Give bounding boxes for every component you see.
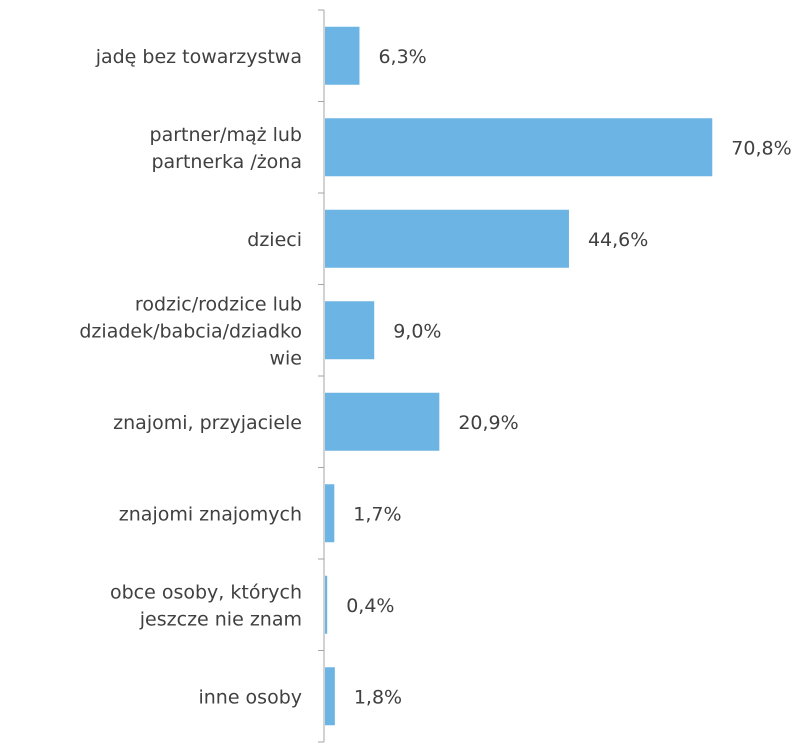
bar (325, 575, 328, 634)
data-label: 9,0% (393, 320, 441, 342)
labels-layer: 6,3% jadę bez towarzystwa 70,8% partner/mąż… (79, 46, 791, 709)
category-label-line: partner/mąż lub (150, 124, 302, 146)
data-label: 1,8% (354, 686, 402, 708)
data-label: 1,7% (353, 503, 401, 525)
bar (325, 392, 440, 451)
category-label-line: dzieci (247, 229, 302, 251)
category-label-line: znajomi, przyjaciele (113, 412, 302, 434)
category-label-line: znajomi znajomych (119, 503, 302, 525)
bar (325, 484, 335, 543)
bar (325, 301, 375, 360)
category-label: inne osoby (198, 686, 302, 708)
category-label-line: obce osoby, których (110, 581, 302, 603)
category-label: znajomi, przyjaciele (113, 412, 302, 434)
category-label-line: wie (269, 347, 302, 369)
category-label-line: jadę bez towarzystwa (95, 46, 302, 68)
bar (325, 209, 569, 268)
category-label: jadę bez towarzystwa (95, 46, 302, 68)
category-label: obce osoby, których jeszcze nie znam (110, 581, 302, 630)
category-label-line: jeszcze nie znam (139, 608, 302, 630)
bars-layer (325, 26, 713, 726)
category-label-line: rodzic/rodzice lub (135, 293, 302, 315)
data-label: 0,4% (346, 595, 394, 617)
axis-layer (318, 9, 325, 743)
bar (325, 667, 335, 726)
bar (325, 26, 360, 85)
bar (325, 118, 713, 177)
category-label-line: inne osoby (198, 686, 302, 708)
category-label: dzieci (247, 229, 302, 251)
category-label: partner/mąż lub partnerka /żona (150, 124, 302, 173)
category-label-line: dziadek/babcia/dziadko (79, 320, 302, 342)
category-label: znajomi znajomych (119, 503, 302, 525)
category-label: rodzic/rodzice lub dziadek/babcia/dziadko… (79, 293, 302, 369)
data-label: 70,8% (731, 137, 791, 159)
data-label: 44,6% (588, 229, 648, 251)
category-label-line: partnerka /żona (151, 151, 302, 173)
data-label: 20,9% (458, 412, 518, 434)
data-label: 6,3% (378, 46, 426, 68)
